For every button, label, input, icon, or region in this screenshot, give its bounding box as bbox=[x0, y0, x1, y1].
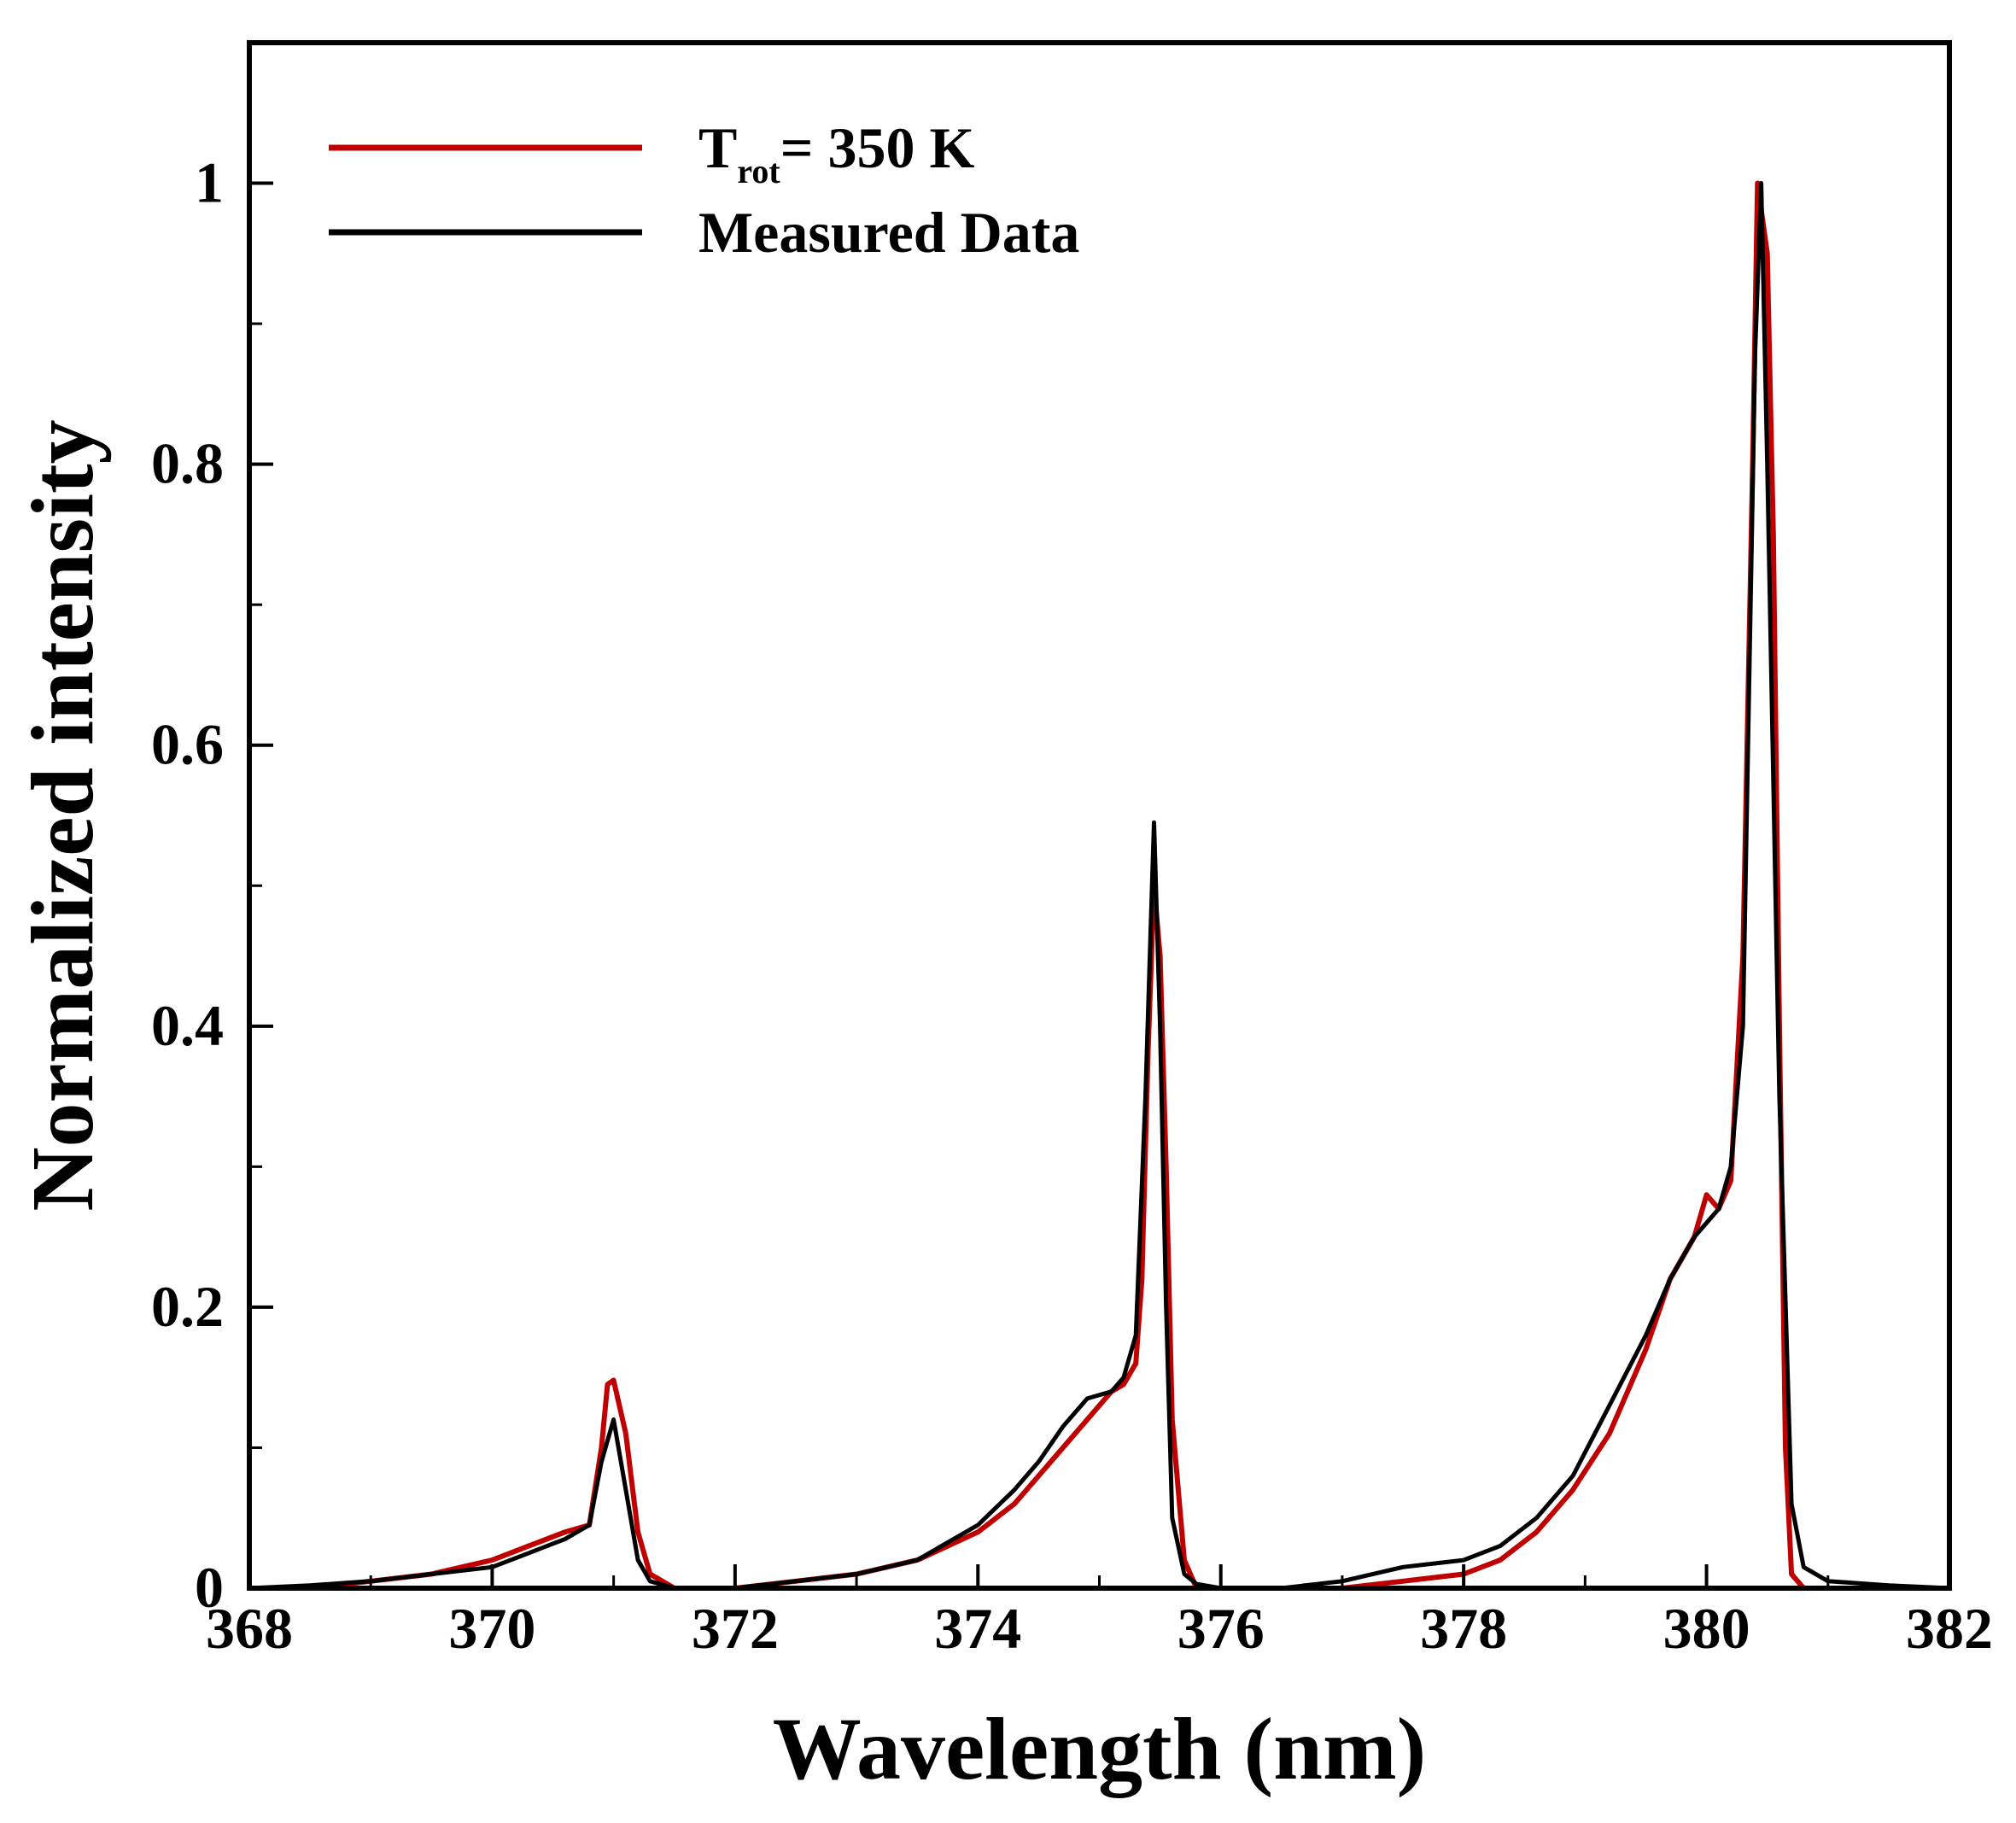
y-tick-label: 0.8 bbox=[151, 431, 224, 496]
plot-frame bbox=[247, 40, 1952, 1591]
y-axis-title: Normalized intensity bbox=[14, 419, 112, 1211]
x-tick-label: 374 bbox=[934, 1596, 1021, 1661]
legend: Trot= 350 K Measured Data bbox=[329, 115, 1079, 265]
y-tick-label: 0 bbox=[195, 1555, 224, 1620]
legend-label: Measured Data bbox=[698, 200, 1079, 265]
ticks-layer: 368 370 372 374 376 378 380 382 0 0.2 0.4 0.6 0.8 1 bbox=[151, 150, 1993, 1661]
x-tick-label: 378 bbox=[1420, 1596, 1507, 1661]
legend-label: Trot= 350 K bbox=[698, 115, 974, 190]
measured-spectrum-line bbox=[248, 181, 1950, 1591]
y-tick-label: 0.6 bbox=[151, 712, 224, 777]
y-tick-label: 1 bbox=[195, 150, 224, 215]
simulated-spectrum-line bbox=[249, 180, 1949, 1591]
x-tick-label: 380 bbox=[1663, 1596, 1750, 1661]
x-axis-title: Wavelength (nm) bbox=[773, 1700, 1427, 1798]
x-tick-label: 368 bbox=[206, 1596, 293, 1661]
x-tick-label: 372 bbox=[692, 1596, 779, 1661]
series-layer bbox=[248, 180, 1950, 1591]
x-tick-label: 376 bbox=[1177, 1596, 1265, 1661]
x-tick-label: 382 bbox=[1906, 1596, 1993, 1661]
x-tick-label: 370 bbox=[448, 1596, 535, 1661]
y-tick-label: 0.2 bbox=[151, 1274, 224, 1339]
y-tick-label: 0.4 bbox=[151, 993, 224, 1058]
